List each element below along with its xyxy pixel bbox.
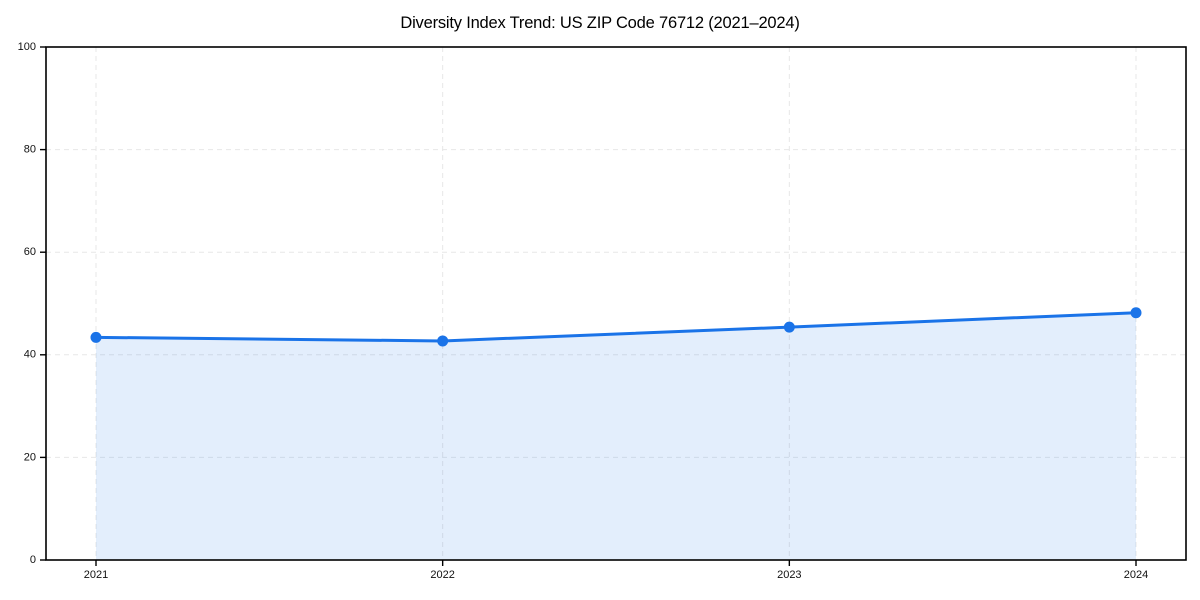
x-tick-label: 2022 [430, 569, 454, 581]
area-fill [96, 312, 1136, 560]
data-point-marker [90, 331, 102, 343]
trend-line [94, 311, 1138, 343]
x-tick-label: 2023 [777, 569, 801, 581]
y-tick-label: 20 [24, 451, 36, 463]
y-tick-label: 0 [30, 554, 36, 566]
x-tick-label: 2024 [1124, 569, 1148, 581]
data-point-marker [783, 321, 795, 333]
y-tick-label: 100 [18, 41, 36, 53]
axis-frame [45, 46, 1187, 561]
y-tick-label: 80 [24, 144, 36, 156]
y-tick-label: 60 [24, 246, 36, 258]
chart-title: Diversity Index Trend: US ZIP Code 76712… [400, 14, 800, 32]
x-tick-label: 2021 [84, 569, 108, 581]
y-tick-label: 40 [24, 349, 36, 361]
data-point-marker [437, 335, 449, 347]
data-point-marker [1130, 307, 1142, 319]
